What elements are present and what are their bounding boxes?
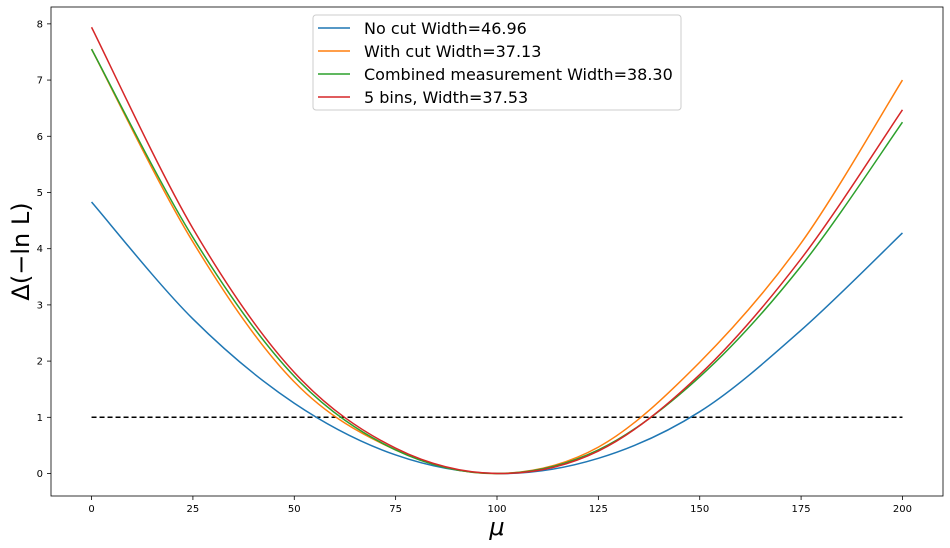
- x-tick-label: 200: [893, 504, 912, 515]
- series-layer: [90, 26, 904, 475]
- x-tick-label: 175: [792, 504, 811, 515]
- y-tick-label: 4: [37, 244, 43, 255]
- y-axis: 0 1 2 3 4 5 6 7 8: [37, 19, 51, 480]
- legend-box: [312, 14, 682, 111]
- legend-entry-label: 5 bins, Width=37.53: [364, 88, 528, 107]
- x-tick-label: 50: [288, 504, 301, 515]
- y-tick-label: 7: [37, 76, 43, 87]
- legend: No cut Width=46.96 With cut Width=37.13 Co…: [312, 14, 682, 111]
- y-tick-label: 2: [37, 357, 43, 368]
- x-tick-label: 150: [690, 504, 709, 515]
- series-line-3: [90, 26, 904, 475]
- y-axis-label: Δ(−ln L): [7, 202, 35, 300]
- y-tick-label: 5: [37, 188, 43, 199]
- y-tick-label: 6: [37, 132, 43, 143]
- legend-entry-label: No cut Width=46.96: [364, 19, 527, 38]
- x-axis-label: μ: [488, 513, 504, 541]
- y-tick-label: 3: [37, 300, 43, 311]
- y-tick-label: 1: [37, 413, 43, 424]
- x-tick-label: 25: [187, 504, 200, 515]
- x-tick-label: 125: [589, 504, 608, 515]
- x-tick-label: 100: [487, 504, 506, 515]
- y-tick-label: 0: [37, 469, 43, 480]
- legend-entry-label: With cut Width=37.13: [364, 42, 541, 61]
- legend-entry-label: Combined measurement Width=38.30: [364, 65, 673, 84]
- x-axis: 0 25 50 75 100 125 150 175 200: [88, 496, 912, 515]
- x-tick-label: 0: [88, 504, 94, 515]
- x-tick-label: 75: [389, 504, 402, 515]
- y-tick-label: 8: [37, 19, 43, 30]
